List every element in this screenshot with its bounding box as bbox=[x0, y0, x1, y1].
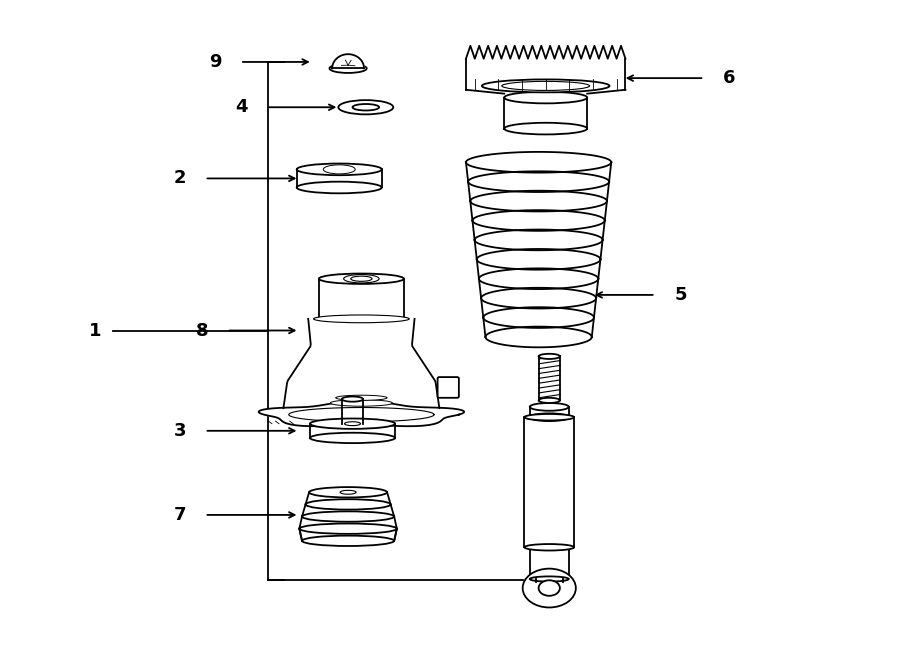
Ellipse shape bbox=[525, 544, 574, 551]
Ellipse shape bbox=[302, 512, 394, 522]
FancyBboxPatch shape bbox=[437, 377, 459, 398]
Text: 3: 3 bbox=[174, 422, 186, 440]
Ellipse shape bbox=[338, 100, 393, 114]
Ellipse shape bbox=[328, 167, 350, 173]
Ellipse shape bbox=[504, 123, 587, 134]
Ellipse shape bbox=[319, 274, 404, 284]
Ellipse shape bbox=[330, 400, 392, 407]
Ellipse shape bbox=[336, 395, 387, 401]
Ellipse shape bbox=[502, 81, 590, 91]
Ellipse shape bbox=[329, 64, 366, 73]
Ellipse shape bbox=[538, 398, 560, 403]
Text: 4: 4 bbox=[236, 98, 248, 116]
Ellipse shape bbox=[525, 414, 574, 420]
Text: 8: 8 bbox=[195, 321, 208, 340]
Text: 5: 5 bbox=[674, 286, 687, 304]
Ellipse shape bbox=[344, 274, 379, 283]
Ellipse shape bbox=[504, 92, 587, 103]
Ellipse shape bbox=[538, 354, 560, 359]
Ellipse shape bbox=[302, 535, 394, 546]
Ellipse shape bbox=[300, 524, 397, 534]
Ellipse shape bbox=[310, 433, 395, 443]
Ellipse shape bbox=[309, 487, 387, 498]
Text: 7: 7 bbox=[174, 506, 186, 524]
Ellipse shape bbox=[351, 276, 372, 282]
Ellipse shape bbox=[530, 403, 569, 410]
Text: 1: 1 bbox=[89, 321, 102, 340]
Text: 2: 2 bbox=[174, 169, 186, 188]
Ellipse shape bbox=[530, 413, 569, 421]
Polygon shape bbox=[258, 401, 464, 426]
Ellipse shape bbox=[310, 418, 395, 429]
Ellipse shape bbox=[306, 499, 391, 510]
Text: 9: 9 bbox=[209, 53, 221, 71]
Ellipse shape bbox=[482, 79, 609, 93]
Circle shape bbox=[538, 580, 560, 596]
Ellipse shape bbox=[297, 163, 382, 175]
Ellipse shape bbox=[353, 104, 379, 110]
Ellipse shape bbox=[313, 315, 410, 323]
Ellipse shape bbox=[342, 397, 364, 402]
Ellipse shape bbox=[297, 182, 382, 193]
Ellipse shape bbox=[323, 165, 356, 174]
Ellipse shape bbox=[340, 490, 356, 494]
Circle shape bbox=[523, 568, 576, 607]
Text: 6: 6 bbox=[723, 69, 735, 87]
Ellipse shape bbox=[345, 422, 361, 426]
Ellipse shape bbox=[530, 576, 569, 582]
